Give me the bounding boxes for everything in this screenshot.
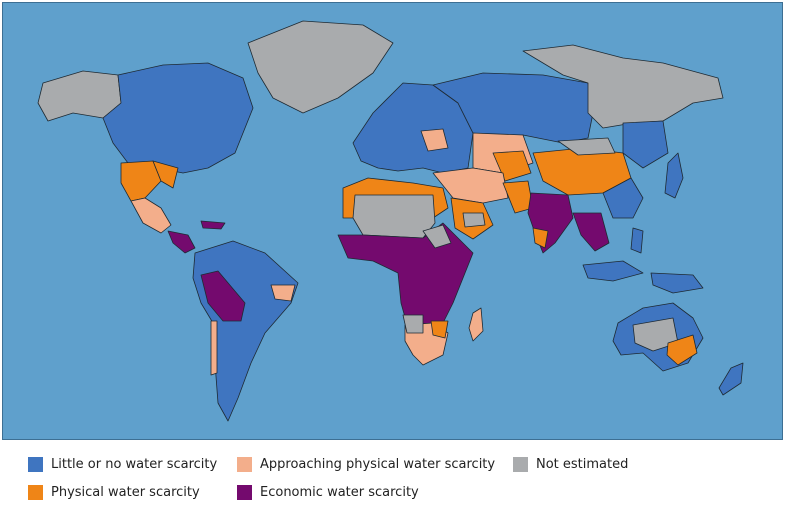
new-zealand [718,362,744,396]
siberia-east [522,44,724,129]
legend-swatch-little [28,456,43,472]
india [527,192,574,254]
legend-item-economic: Economic water scarcity [237,482,419,502]
arabia-gray [462,212,486,228]
legend-label-not-estimated: Not estimated [536,456,629,472]
southern-africa-gray [402,314,424,334]
sahara [352,194,436,239]
south-america [192,240,299,422]
world-map [2,2,783,440]
mozambique [430,320,449,339]
legend-label-little: Little or no water scarcity [51,456,218,472]
legend: Little or no water scarcity Approaching … [0,440,785,512]
brazil-east [270,284,296,302]
central-africa-gray [422,224,452,249]
map-svg [37,20,744,422]
legend-swatch-economic [237,484,252,500]
north-america [102,62,254,174]
legend-item-physical: Physical water scarcity [28,482,200,502]
madagascar [468,307,484,342]
australia-southeast [666,334,698,366]
northeast-asia [622,120,669,169]
legend-swatch-approaching [237,456,252,472]
east-china [602,177,644,219]
indonesia [582,260,644,282]
japan [664,152,684,199]
eastern-europe [420,128,449,152]
legend-label-physical: Physical water scarcity [51,484,200,500]
legend-swatch-not-estimated [513,456,528,472]
legend-item-little: Little or no water scarcity [28,454,217,474]
greenland [247,20,394,114]
europe [352,82,474,174]
legend-swatch-physical [28,484,43,500]
australia-interior [632,317,679,352]
texas-region [152,160,179,189]
chile-coast [210,320,218,376]
new-guinea [650,272,704,294]
mexico [130,197,172,234]
peru-bolivia [200,270,246,322]
central-america [167,230,196,254]
legend-label-economic: Economic water scarcity [260,484,419,500]
legend-item-approaching: Approaching physical water scarcity [237,454,495,474]
philippines [630,227,644,254]
india-south [532,227,549,249]
legend-item-not-estimated: Not estimated [513,454,628,474]
caribbean [200,220,226,230]
mongolia [557,137,616,156]
southeast-asia [572,212,610,252]
legend-label-approaching: Approaching physical water scarcity [260,456,496,472]
